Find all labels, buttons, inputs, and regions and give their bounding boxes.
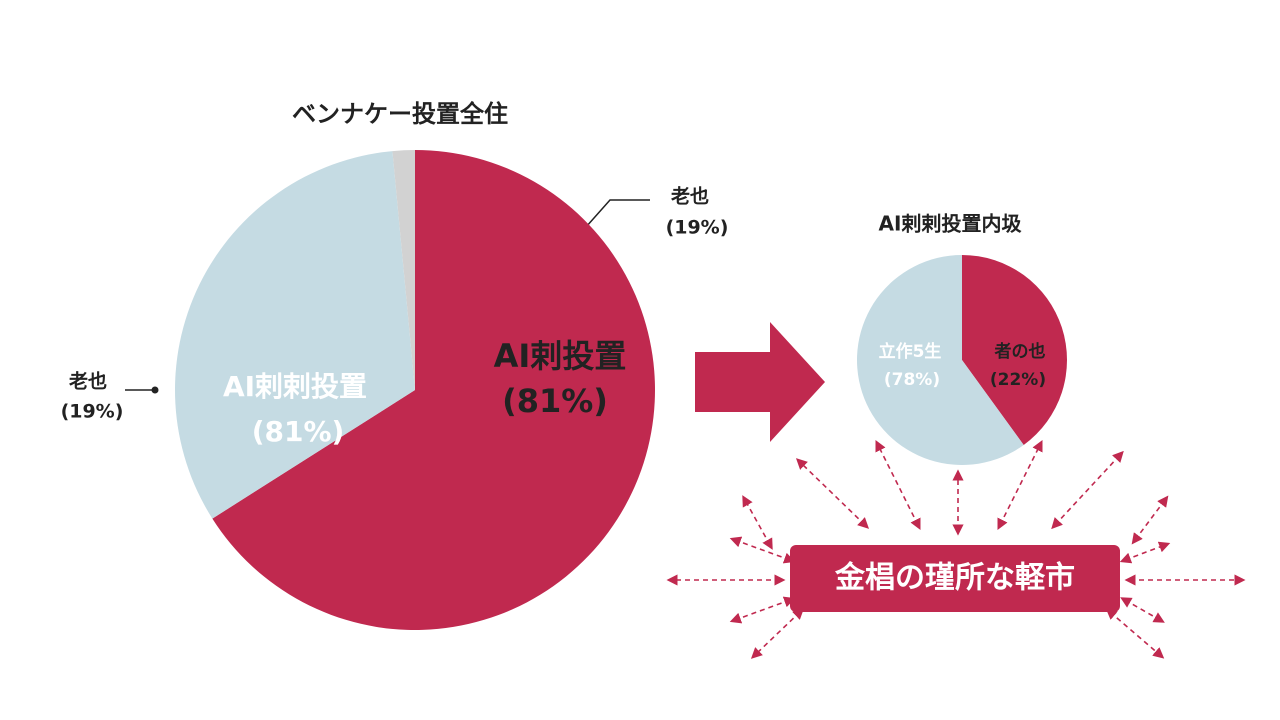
- ray: [997, 439, 1043, 531]
- annotation: (22%): [990, 370, 1046, 390]
- annotation: (78%): [884, 370, 940, 390]
- ray-group: [666, 439, 1246, 659]
- slice-label: 者の也: [994, 341, 1046, 362]
- annotation: (81%): [502, 382, 608, 420]
- banner-text: 金椙の瑾所な軽市: [834, 561, 1075, 596]
- chart-title: ベンナケー投置全住: [292, 100, 508, 128]
- annotation: (19%): [61, 401, 124, 423]
- ray: [1119, 541, 1171, 564]
- callout-dot: [151, 386, 159, 394]
- ray: [1051, 450, 1124, 530]
- banner-box: [790, 545, 1120, 612]
- flow-arrow: [695, 322, 825, 442]
- slice-label: AI剌剌投置: [223, 370, 367, 403]
- annotation: 老也: [671, 185, 709, 208]
- annotation: (81%): [252, 415, 345, 448]
- annotation: 老也: [69, 370, 107, 393]
- ray: [750, 608, 805, 659]
- slice-label: AI剌投置: [494, 337, 627, 375]
- annotation: (19%): [666, 217, 729, 239]
- ray: [795, 458, 870, 529]
- ray: [875, 439, 921, 531]
- pie-slice: [174, 151, 415, 519]
- chart-title: AI剌剌投置内圾: [879, 212, 1023, 236]
- ray: [1105, 608, 1165, 659]
- callout-line: [577, 199, 650, 237]
- pie-slice: [962, 255, 1067, 445]
- pie-slice: [212, 150, 655, 630]
- pie-slice: [857, 255, 1024, 465]
- slice-label: 立作5生: [879, 341, 942, 362]
- pie-slice: [392, 150, 415, 390]
